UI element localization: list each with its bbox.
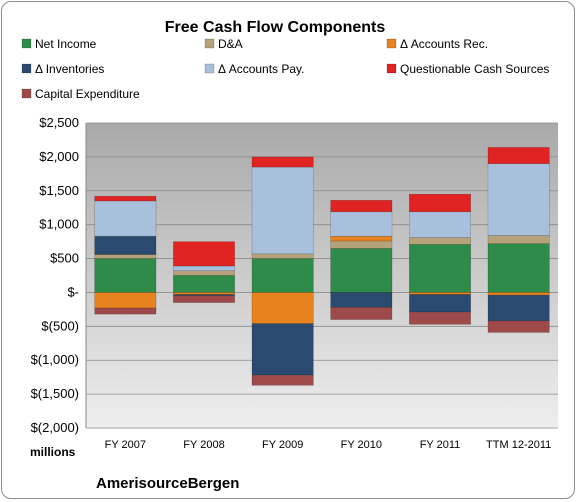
bar-segment-d-a	[487, 235, 550, 244]
bar-segment-accounts-rec	[173, 292, 235, 295]
bar-segment-accounts-pay	[487, 163, 550, 236]
legend-item-capital-expenditure: Capital Expenditure	[21, 87, 140, 101]
bar-segment-questionable-cash-sources	[409, 193, 471, 213]
bar-segment-accounts-rec	[251, 292, 314, 324]
y-tick-label: $(1,000)	[31, 352, 79, 367]
bar-segment-capital-expenditure	[330, 307, 393, 320]
x-tick-label: TTM 12-2011	[486, 439, 551, 451]
y-tick-label: $(2,000)	[31, 420, 79, 435]
bar-segment-net-income	[94, 258, 157, 293]
legend-label: Δ Inventories	[35, 62, 104, 76]
bars	[94, 147, 550, 386]
legend-item-d-a: D&A	[204, 37, 243, 51]
legend-item-accounts-rec: Δ Accounts Rec.	[386, 37, 488, 51]
bar-segment-net-income	[409, 244, 471, 293]
plot-area	[86, 123, 558, 428]
bar-segment-accounts-pay	[330, 211, 393, 237]
bar-segment-accounts-pay	[251, 166, 314, 255]
y-tick-label: $1,000	[39, 217, 79, 232]
y-tick-label: $(500)	[41, 318, 79, 333]
bar-segment-accounts-pay	[94, 200, 157, 237]
legend-swatch	[21, 63, 32, 74]
legend-swatch	[21, 38, 32, 49]
legend-swatch	[21, 88, 32, 99]
bar-segment-inventories	[409, 294, 471, 313]
bar-segment-questionable-cash-sources	[94, 195, 157, 202]
bar-segment-inventories	[487, 294, 550, 322]
bar-segment-net-income	[330, 248, 393, 293]
x-axis: FY 2007 FY 2008 FY 2009 FY 2010 FY 2011 TTM 1…	[105, 439, 552, 451]
gridlines	[86, 122, 558, 429]
legend-label: Δ Accounts Rec.	[400, 37, 488, 51]
y-tick-label: $2,000	[39, 149, 79, 164]
bar-segment-net-income	[173, 275, 235, 293]
bar-segment-accounts-pay	[173, 265, 235, 272]
bar-segment-capital-expenditure	[251, 374, 314, 386]
x-tick-label: FY 2009	[262, 439, 303, 451]
legend-label: Net Income	[35, 37, 97, 51]
bar-segment-d-a	[173, 270, 235, 276]
y-tick-label: $(1,500)	[31, 386, 79, 401]
y-tick-label: $1,500	[39, 183, 79, 198]
x-tick-label: FY 2010	[341, 439, 382, 451]
legend: Net Income D&A Δ Accounts Rec. Δ Inventorie…	[21, 37, 549, 101]
bar-segment-net-income	[251, 258, 314, 293]
bar-segment-d-a	[251, 253, 314, 259]
legend-label: Capital Expenditure	[35, 87, 140, 101]
legend-item-accounts-pay: Δ Accounts Pay.	[204, 62, 305, 76]
bar-segment-d-a	[409, 237, 471, 245]
y-axis: $2,500 $2,000 $1,500 $1,000 $500 $- $(500) $(1,…	[31, 115, 87, 435]
chart-title: Free Cash Flow Components	[165, 19, 386, 36]
bar-segment-accounts-rec	[330, 235, 393, 242]
bar-segment-capital-expenditure	[409, 311, 471, 325]
bar-segment-net-income	[487, 243, 550, 293]
legend-label: Questionable Cash Sources	[400, 62, 549, 76]
bar-segment-questionable-cash-sources	[330, 199, 393, 213]
legend-swatch	[386, 38, 397, 49]
bar-segment-inventories	[251, 323, 314, 376]
legend-swatch	[386, 63, 397, 74]
bar-segment-questionable-cash-sources	[251, 156, 314, 168]
bar-segment-capital-expenditure	[487, 320, 550, 333]
company-name: AmerisourceBergen	[96, 475, 239, 492]
legend-swatch	[204, 38, 215, 49]
bar-segment-questionable-cash-sources	[487, 147, 550, 164]
bar-segment-d-a	[94, 254, 157, 259]
y-tick-label: $2,500	[39, 115, 79, 130]
bar-segment-inventories	[94, 235, 157, 255]
bar-segment-accounts-rec	[94, 292, 157, 309]
bar-segment-accounts-rec	[487, 292, 550, 296]
x-tick-label: FY 2008	[183, 439, 224, 451]
legend-swatch	[204, 63, 215, 74]
bar-segment-capital-expenditure	[94, 307, 157, 315]
bar-segment-d-a	[330, 240, 393, 249]
bar-segment-accounts-pay	[409, 211, 471, 238]
legend-item-inventories: Δ Inventories	[21, 62, 104, 76]
bar-segment-capital-expenditure	[173, 295, 235, 303]
legend-label: D&A	[218, 37, 243, 51]
bar-segment-questionable-cash-sources	[173, 241, 235, 267]
y-tick-label: $-	[67, 284, 79, 299]
unit-label: millions	[30, 445, 76, 459]
legend-label: Δ Accounts Pay.	[218, 62, 305, 76]
legend-item-net-income: Net Income	[21, 37, 97, 51]
y-tick-label: $500	[50, 251, 79, 266]
bar-segment-inventories	[330, 292, 393, 308]
x-tick-label: FY 2007	[105, 439, 146, 451]
x-tick-label: FY 2011	[420, 439, 461, 451]
legend-item-questionable-cash-sources: Questionable Cash Sources	[386, 62, 549, 76]
bar-segment-accounts-rec	[409, 292, 471, 295]
